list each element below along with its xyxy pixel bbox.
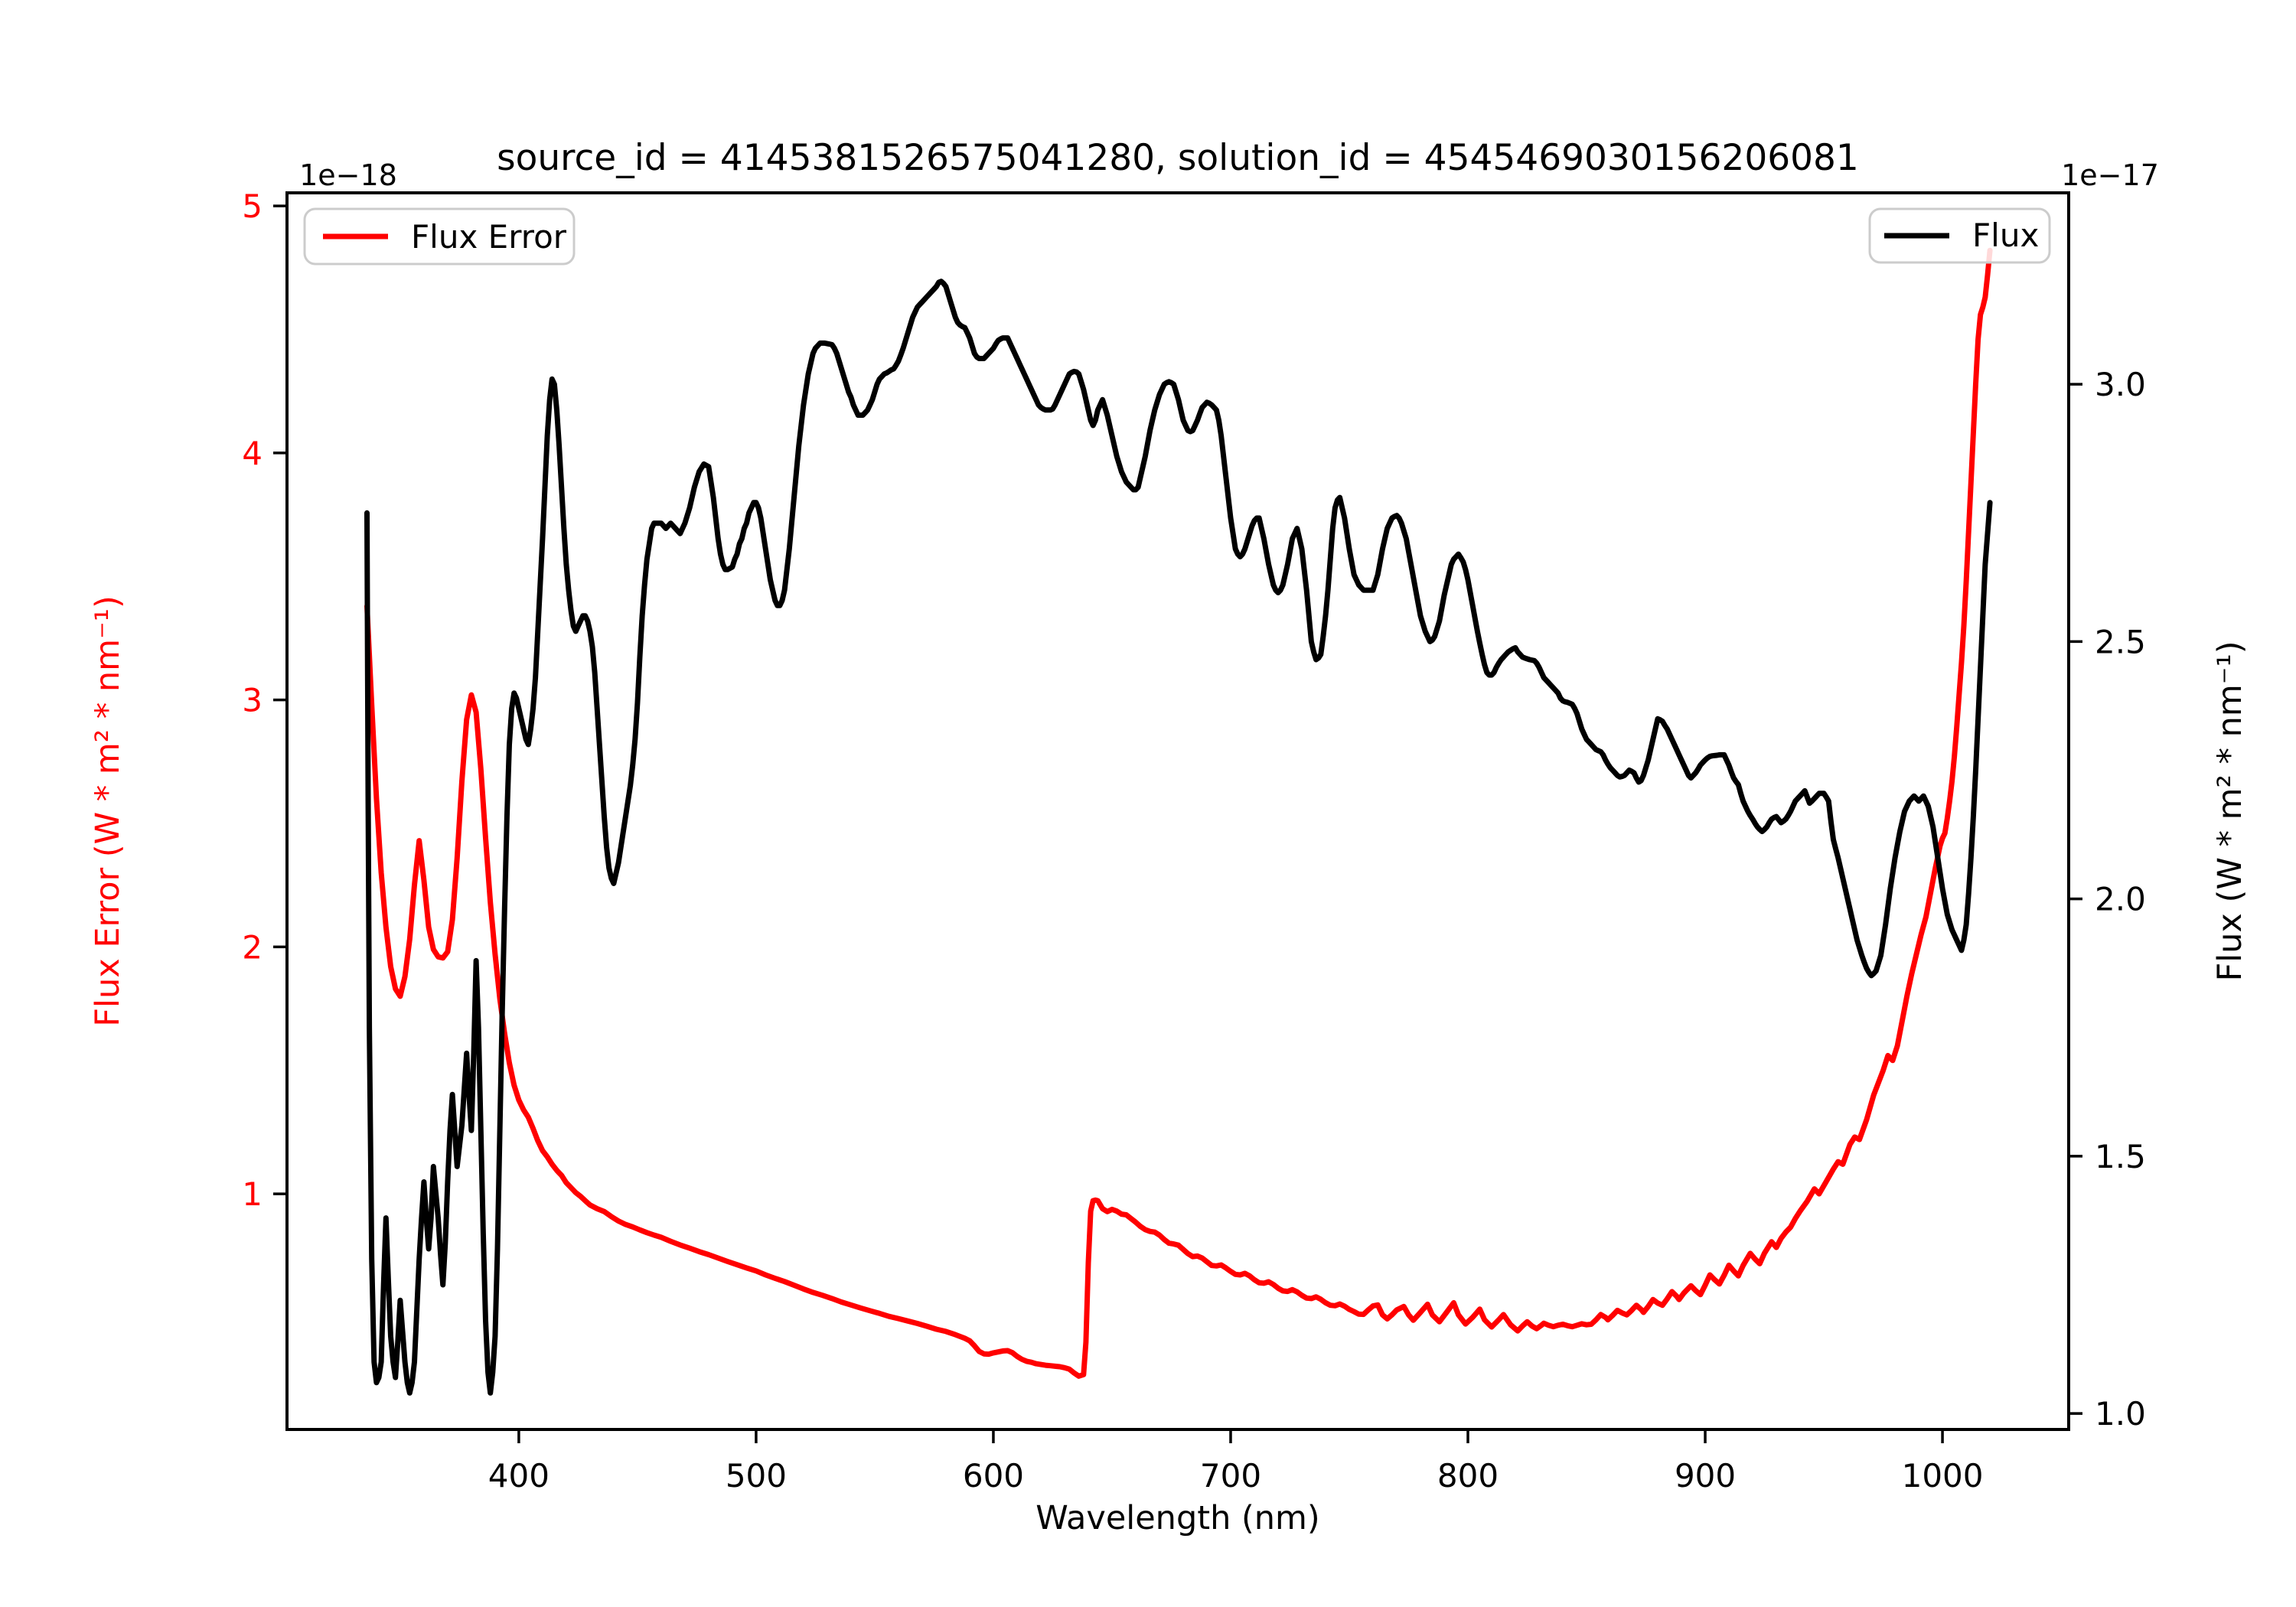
flux-line bbox=[364, 279, 1993, 1396]
right-y-tick-label: 1.5 bbox=[2095, 1138, 2146, 1175]
x-tick-label: 400 bbox=[488, 1457, 550, 1495]
right-axis-offset-label: 1e−17 bbox=[2061, 158, 2159, 192]
tick-group: 400 500 600 700 800 900 1000 1 2 3 4 5 1.0 1.5 2.0 2.5 3… bbox=[242, 187, 2146, 1495]
left-y-tick-label: 1 bbox=[242, 1175, 263, 1213]
right-y-tick-label: 1.0 bbox=[2095, 1395, 2146, 1433]
flux-error-line bbox=[364, 247, 1993, 1379]
left-axis-offset-label: 1e−18 bbox=[299, 158, 397, 192]
x-tick-label: 800 bbox=[1437, 1457, 1499, 1495]
right-y-tick-label: 3.0 bbox=[2095, 366, 2146, 403]
x-tick-label: 500 bbox=[726, 1457, 787, 1495]
legend-flux: Flux bbox=[1868, 207, 2051, 264]
legend-box bbox=[303, 207, 576, 266]
plot-title: source_id = 4145381526575041280, solutio… bbox=[497, 137, 1859, 179]
left-y-tick-label: 3 bbox=[242, 682, 263, 719]
x-tick-label: 700 bbox=[1200, 1457, 1261, 1495]
legend-label-flux-error: Flux Error bbox=[411, 218, 567, 256]
left-y-tick-label: 2 bbox=[242, 928, 263, 966]
left-y-axis-label: Flux Error (W * m² * nm⁻¹) bbox=[89, 595, 127, 1026]
right-y-tick-label: 2.0 bbox=[2095, 881, 2146, 918]
legend-box bbox=[1868, 207, 2051, 264]
x-tick-label: 1000 bbox=[1902, 1457, 1984, 1495]
x-tick-label: 600 bbox=[963, 1457, 1024, 1495]
legend-label-flux: Flux bbox=[1972, 217, 2039, 254]
right-y-axis-label: Flux (W * m² * nm⁻¹) bbox=[2211, 641, 2249, 982]
left-y-tick-label: 4 bbox=[242, 435, 263, 472]
right-y-tick-label: 2.5 bbox=[2095, 623, 2146, 660]
x-tick-label: 900 bbox=[1675, 1457, 1736, 1495]
left-y-tick-label: 5 bbox=[242, 187, 263, 225]
legend-flux-error: Flux Error bbox=[303, 207, 576, 266]
axes-spines bbox=[285, 191, 2070, 1431]
x-axis-label: Wavelength (nm) bbox=[1035, 1499, 1319, 1537]
